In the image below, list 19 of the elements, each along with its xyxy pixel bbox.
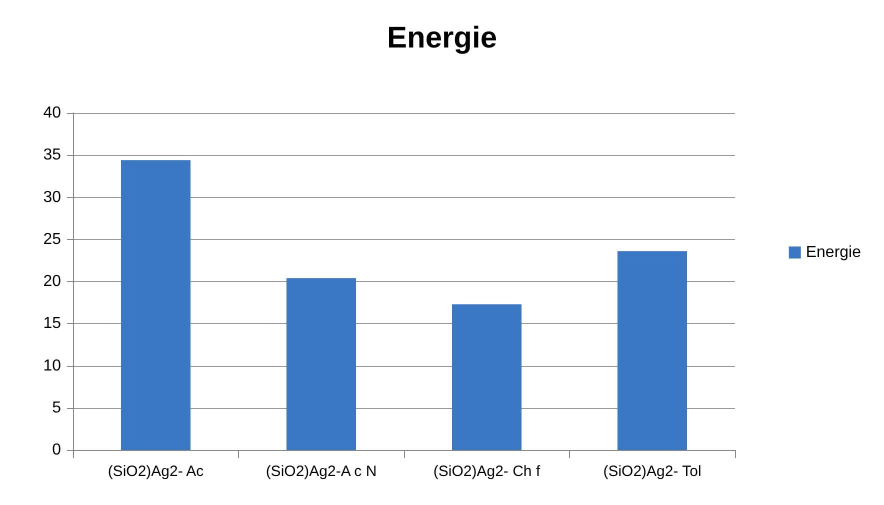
y-tick-label: 35 [43, 146, 62, 164]
x-tick-label: (SiO2)Ag2- Ch f [433, 463, 541, 480]
bar [617, 251, 688, 450]
y-tick-label: 10 [43, 357, 62, 374]
y-tick-label: 5 [52, 399, 62, 416]
y-tick-label: 15 [43, 315, 62, 332]
bar [120, 160, 191, 450]
x-tick-label: (SiO2)Ag2- Tol [603, 463, 702, 480]
chart-title: Energie [386, 22, 498, 54]
y-tick-label: 20 [43, 273, 62, 290]
y-tick-label: 30 [43, 188, 62, 206]
y-tick-label: 40 [43, 104, 62, 122]
y-tick-label: 0 [52, 442, 62, 458]
x-tick-label: (SiO2)Ag2-A c N [266, 463, 377, 480]
bar [452, 304, 522, 450]
bar [286, 278, 356, 450]
x-tick-label: (SiO2)Ag2- Ac [108, 463, 204, 480]
y-tick-label: 25 [43, 230, 62, 248]
legend-label: Energie [806, 244, 862, 261]
